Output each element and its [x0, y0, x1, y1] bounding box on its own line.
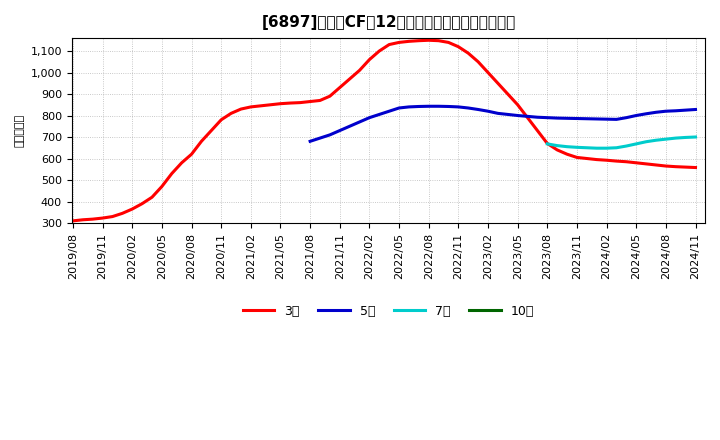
3年: [484, 70, 492, 75]
5年: [306, 139, 315, 144]
Title: [6897]　営業CFだ12か月移動合計の平均値の推移: [6897] 営業CFだ12か月移動合計の平均値の推移: [261, 15, 516, 30]
Line: 7年: 7年: [547, 137, 696, 148]
5年: [582, 116, 591, 121]
7年: [602, 146, 611, 151]
Line: 5年: 5年: [310, 106, 696, 141]
5年: [632, 113, 641, 118]
5年: [642, 111, 650, 117]
5年: [612, 117, 621, 122]
5年: [672, 108, 680, 114]
Legend: 3年, 5年, 7年, 10年: 3年, 5年, 7年, 10年: [238, 300, 539, 323]
3年: [474, 59, 482, 64]
5年: [405, 104, 413, 110]
3年: [148, 194, 156, 200]
5年: [365, 115, 374, 120]
5年: [385, 109, 394, 114]
5年: [375, 112, 384, 117]
5年: [563, 116, 572, 121]
3年: [325, 94, 334, 99]
5年: [602, 117, 611, 122]
5年: [434, 104, 443, 109]
7年: [681, 135, 690, 140]
5年: [415, 104, 423, 109]
7年: [642, 139, 650, 144]
5年: [315, 136, 324, 141]
7年: [572, 145, 581, 150]
5年: [622, 115, 631, 120]
7年: [553, 143, 562, 148]
5年: [395, 105, 403, 110]
5年: [325, 132, 334, 137]
7年: [662, 136, 670, 142]
3年: [68, 218, 77, 224]
5年: [503, 112, 512, 117]
5年: [355, 119, 364, 125]
5年: [346, 124, 354, 129]
3年: [691, 165, 700, 170]
Line: 3年: 3年: [73, 40, 696, 221]
3年: [424, 38, 433, 43]
5年: [543, 115, 552, 120]
7年: [593, 146, 601, 151]
5年: [454, 104, 463, 110]
7年: [563, 144, 572, 149]
5年: [513, 113, 522, 118]
5年: [464, 105, 472, 110]
5年: [493, 111, 502, 116]
3年: [375, 48, 384, 54]
5年: [444, 104, 453, 109]
5年: [336, 128, 344, 133]
5年: [572, 116, 581, 121]
7年: [582, 145, 591, 150]
7年: [632, 141, 641, 147]
5年: [484, 109, 492, 114]
7年: [622, 143, 631, 149]
5年: [474, 107, 482, 112]
7年: [691, 134, 700, 139]
5年: [553, 115, 562, 121]
5年: [662, 109, 670, 114]
5年: [691, 107, 700, 112]
5年: [652, 110, 660, 115]
7年: [543, 141, 552, 147]
3年: [415, 38, 423, 43]
7年: [652, 138, 660, 143]
5年: [523, 114, 532, 119]
5年: [424, 104, 433, 109]
5年: [593, 116, 601, 121]
Y-axis label: （百万円）: （百万円）: [15, 114, 25, 147]
7年: [672, 136, 680, 141]
7年: [612, 145, 621, 150]
5年: [533, 114, 541, 120]
5年: [681, 107, 690, 113]
